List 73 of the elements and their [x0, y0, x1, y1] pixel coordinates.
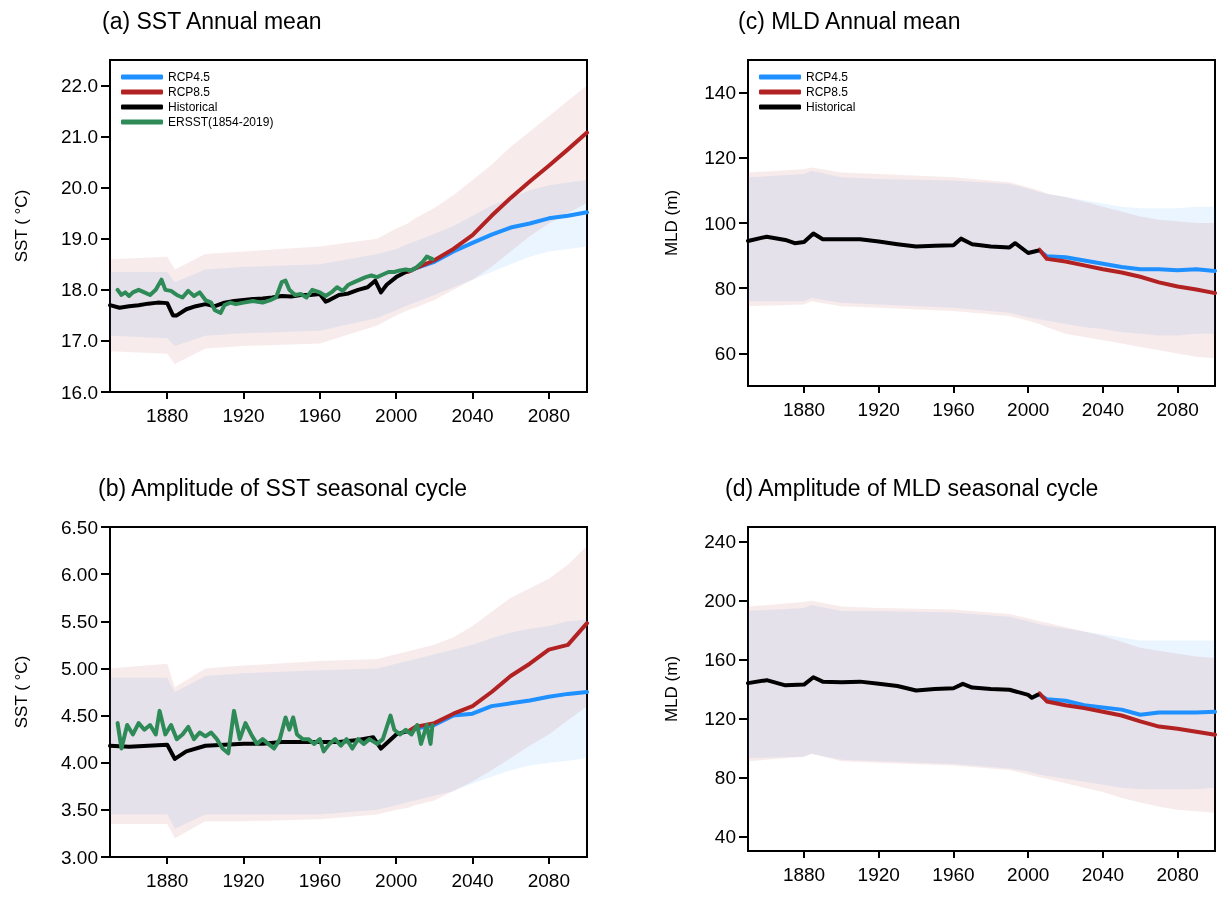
- y-axis-title: SST ( °C): [12, 189, 31, 263]
- x-tick-label: 1880: [146, 870, 189, 891]
- y-tick-label: 4.50: [61, 705, 98, 727]
- chart-title: (b) Amplitude of SST seasonal cycle: [98, 474, 468, 501]
- y-tick-label: 3.00: [61, 846, 98, 868]
- x-tick-label: 2080: [527, 870, 570, 891]
- chart-title: (c) MLD Annual mean: [738, 7, 961, 34]
- line-series: [115, 708, 435, 756]
- y-tick-label: 5.00: [61, 657, 98, 679]
- x-tick-label: 2040: [451, 870, 494, 891]
- y-tick-label: 120: [704, 707, 736, 729]
- y-tick-label: 100: [704, 212, 736, 234]
- x-tick-label: 1960: [932, 399, 975, 420]
- y-tick-label: 3.50: [61, 799, 98, 821]
- x-tick-label: 1920: [222, 405, 265, 426]
- y-tick-label: 6.50: [61, 516, 98, 538]
- line-series: [1037, 247, 1217, 296]
- legend-label: RCP4.5: [806, 70, 849, 84]
- x-tick-label: 2000: [375, 870, 418, 891]
- y-tick-label: 4.00: [61, 752, 98, 774]
- y-tick-label: 80: [714, 766, 736, 788]
- legend-label: RCP8.5: [168, 85, 211, 99]
- y-tick-label: 120: [704, 147, 736, 169]
- y-tick-label: 17.0: [61, 330, 98, 352]
- line-series: [746, 231, 1040, 255]
- line-series: [1037, 691, 1217, 737]
- x-tick-label: 2000: [1007, 399, 1050, 420]
- y-axis-title: SST ( °C): [12, 655, 31, 729]
- y-tick-label: 80: [714, 277, 736, 299]
- y-tick-label: 40: [714, 825, 736, 847]
- x-tick-label: 2000: [375, 405, 418, 426]
- y-tick-label: 240: [704, 531, 736, 553]
- y-tick-label: 19.0: [61, 228, 98, 250]
- line-series: [405, 130, 589, 274]
- chart-title: (a) SST Annual mean: [102, 7, 322, 34]
- x-tick-label: 1880: [146, 405, 189, 426]
- legend-label: Historical: [168, 100, 218, 114]
- y-tick-label: 22.0: [61, 75, 98, 97]
- x-tick-label: 1880: [782, 864, 826, 885]
- x-tick-label: 2080: [527, 405, 570, 426]
- x-tick-label: 1920: [222, 870, 265, 891]
- line-series: [746, 675, 1040, 700]
- legend-label: RCP4.5: [168, 70, 211, 84]
- y-tick-label: 16.0: [61, 381, 98, 403]
- x-tick-label: 2040: [1081, 864, 1125, 885]
- y-tick-label: 18.0: [61, 279, 98, 301]
- x-tick-label: 1880: [782, 399, 826, 420]
- y-tick-label: 60: [714, 342, 736, 364]
- legend-label: RCP8.5: [806, 85, 849, 99]
- x-tick-label: 1920: [857, 864, 900, 885]
- y-tick-label: 160: [704, 649, 736, 671]
- x-tick-label: 1960: [298, 405, 342, 426]
- chart-title: (d) Amplitude of MLD seasonal cycle: [725, 474, 1099, 501]
- x-tick-label: 1920: [857, 399, 900, 420]
- y-tick-label: 5.50: [61, 610, 98, 632]
- x-tick-label: 2000: [1007, 864, 1050, 885]
- y-tick-label: 6.00: [61, 563, 98, 585]
- x-tick-label: 2040: [1081, 399, 1125, 420]
- y-axis-title: MLD (m): [662, 189, 681, 257]
- line-series: [115, 254, 435, 315]
- x-tick-label: 2080: [1156, 864, 1199, 885]
- x-tick-label: 2080: [1156, 399, 1199, 420]
- x-tick-label: 2040: [451, 405, 494, 426]
- y-tick-label: 200: [704, 590, 736, 612]
- x-tick-label: 1960: [932, 864, 975, 885]
- legend-label: Historical: [806, 100, 856, 114]
- legend-label: ERSST(1854-2019): [168, 115, 274, 129]
- y-tick-label: 140: [704, 82, 736, 104]
- y-axis-title: MLD (m): [662, 655, 681, 723]
- y-tick-label: 20.0: [61, 177, 98, 199]
- x-tick-label: 1960: [298, 870, 342, 891]
- line-series: [1037, 248, 1217, 273]
- y-tick-label: 21.0: [61, 126, 98, 148]
